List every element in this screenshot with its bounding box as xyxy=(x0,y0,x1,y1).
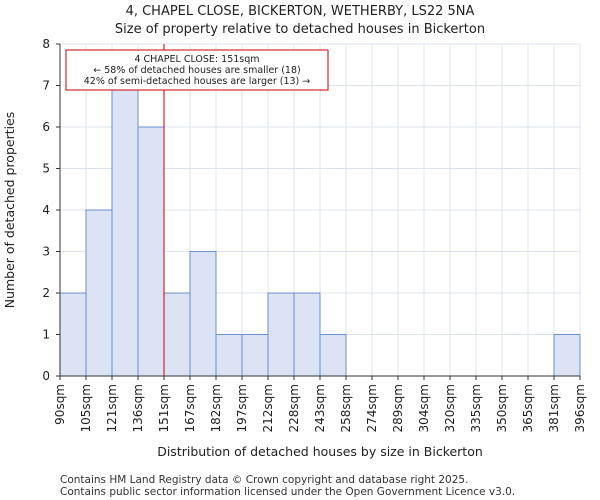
x-tick-label: 105sqm xyxy=(79,384,93,432)
x-tick-label: 243sqm xyxy=(313,384,327,432)
y-tick-label: 8 xyxy=(42,37,50,51)
x-tick-label: 274sqm xyxy=(365,384,379,432)
annotation-text: ← 58% of detached houses are smaller (18… xyxy=(93,65,300,76)
y-tick-label: 0 xyxy=(42,369,50,383)
x-tick-label: 121sqm xyxy=(105,384,119,432)
y-tick-label: 3 xyxy=(42,245,50,259)
x-tick-label: 320sqm xyxy=(443,384,457,432)
bar xyxy=(293,292,321,377)
bar xyxy=(59,292,87,377)
bar xyxy=(163,292,191,377)
x-tick-label: 151sqm xyxy=(157,384,171,432)
chart-subtitle: Size of property relative to detached ho… xyxy=(114,22,486,37)
annotation-text: 42% of semi-detached houses are larger (… xyxy=(84,76,311,87)
x-tick-label: 212sqm xyxy=(261,384,275,432)
x-tick-label: 197sqm xyxy=(235,384,249,432)
x-tick-label: 228sqm xyxy=(287,384,301,432)
bar xyxy=(85,209,113,377)
x-tick-label: 365sqm xyxy=(521,384,535,432)
bar xyxy=(111,85,139,377)
bar xyxy=(319,334,347,377)
footer-line-2: Contains public sector information licen… xyxy=(60,486,516,498)
x-tick-label: 304sqm xyxy=(417,384,431,432)
chart-title: 4, CHAPEL CLOSE, BICKERTON, WETHERBY, LS… xyxy=(125,4,475,19)
y-tick-label: 4 xyxy=(42,203,50,217)
bar xyxy=(241,334,269,377)
x-tick-label: 182sqm xyxy=(209,384,223,432)
x-tick-label: 289sqm xyxy=(391,384,405,432)
y-axis-title: Number of detached properties xyxy=(2,112,17,309)
x-tick-label: 136sqm xyxy=(131,384,145,432)
x-axis-title: Distribution of detached houses by size … xyxy=(157,444,483,459)
y-tick-label: 1 xyxy=(42,328,50,342)
bar xyxy=(189,251,217,377)
footer-line-1: Contains HM Land Registry data © Crown c… xyxy=(60,474,469,486)
x-tick-label: 258sqm xyxy=(339,384,353,432)
x-tick-label: 167sqm xyxy=(183,384,197,432)
y-tick-label: 7 xyxy=(42,79,50,93)
x-tick-label: 396sqm xyxy=(573,384,587,432)
bar xyxy=(137,126,165,377)
y-tick-label: 5 xyxy=(42,162,50,176)
annotation-box xyxy=(65,49,329,91)
x-tick-label: 350sqm xyxy=(495,384,509,432)
x-tick-label: 90sqm xyxy=(53,384,67,425)
x-tick-label: 335sqm xyxy=(469,384,483,432)
y-tick-label: 6 xyxy=(42,120,50,134)
y-tick-label: 2 xyxy=(42,286,50,300)
bar xyxy=(553,334,581,377)
bar xyxy=(215,334,243,377)
annotation-text: 4 CHAPEL CLOSE: 151sqm xyxy=(134,54,259,65)
bar xyxy=(267,292,295,377)
x-tick-label: 381sqm xyxy=(547,384,561,432)
